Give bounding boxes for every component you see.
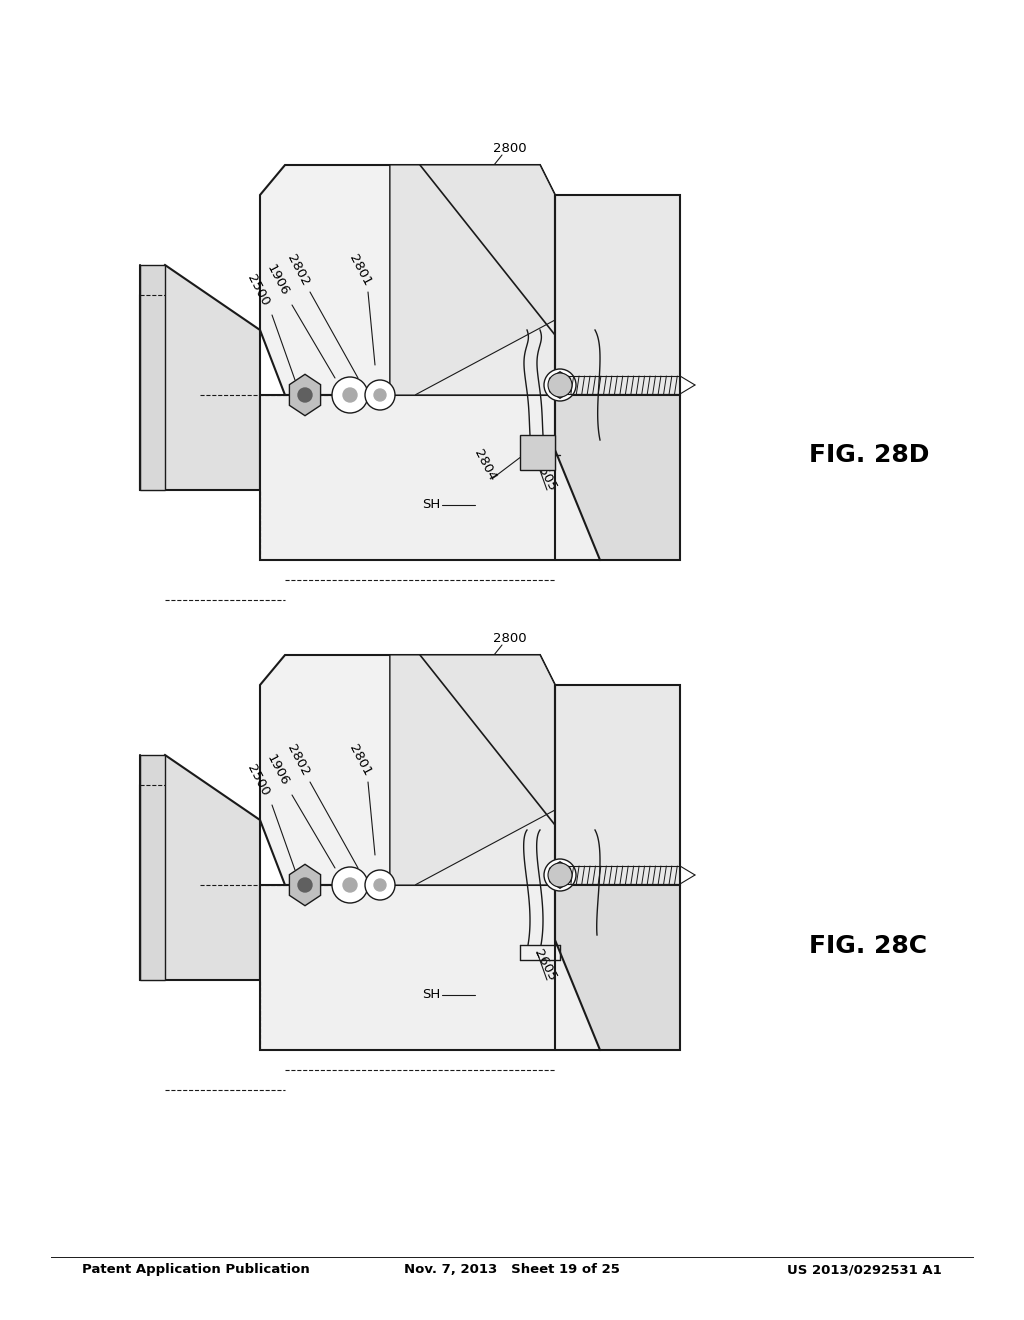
Text: FIG. 28D: FIG. 28D: [809, 444, 930, 467]
Polygon shape: [555, 395, 680, 560]
Text: US 2013/0292531 A1: US 2013/0292531 A1: [787, 1263, 942, 1276]
Text: SH: SH: [422, 989, 440, 1002]
Text: 2605: 2605: [531, 946, 559, 983]
Text: 2602: 2602: [632, 752, 658, 788]
Circle shape: [548, 374, 572, 397]
Text: 2801: 2801: [346, 742, 374, 777]
Text: 2500: 2500: [245, 762, 271, 799]
Text: 1906: 1906: [264, 263, 292, 298]
Text: 2601: 2601: [579, 758, 605, 793]
Circle shape: [374, 389, 386, 401]
Circle shape: [298, 388, 312, 403]
Polygon shape: [550, 372, 570, 399]
Circle shape: [374, 879, 386, 891]
Circle shape: [544, 859, 575, 891]
Circle shape: [332, 378, 368, 413]
Polygon shape: [390, 655, 555, 884]
Text: 2603: 2603: [556, 747, 584, 783]
Polygon shape: [140, 755, 260, 979]
Polygon shape: [260, 655, 555, 884]
Text: 2802: 2802: [285, 252, 311, 288]
Circle shape: [548, 863, 572, 887]
Polygon shape: [555, 195, 680, 395]
Polygon shape: [260, 884, 600, 1049]
Polygon shape: [290, 865, 321, 906]
Text: Patent Application Publication: Patent Application Publication: [82, 1263, 309, 1276]
Polygon shape: [140, 755, 165, 979]
Text: Nov. 7, 2013   Sheet 19 of 25: Nov. 7, 2013 Sheet 19 of 25: [404, 1263, 620, 1276]
Polygon shape: [390, 165, 555, 395]
Text: 2500: 2500: [245, 272, 271, 308]
Circle shape: [332, 867, 368, 903]
Polygon shape: [550, 862, 570, 888]
Polygon shape: [290, 375, 321, 416]
Text: 2605: 2605: [531, 457, 559, 492]
Circle shape: [365, 870, 395, 900]
Text: 2602: 2602: [632, 263, 658, 298]
Text: FIG. 28C: FIG. 28C: [809, 935, 927, 958]
Text: 2603: 2603: [556, 257, 584, 293]
Circle shape: [343, 878, 357, 892]
Text: 2800: 2800: [494, 141, 526, 154]
Polygon shape: [140, 265, 165, 490]
Text: 2604: 2604: [566, 453, 594, 488]
Text: 2802: 2802: [285, 742, 311, 777]
Polygon shape: [390, 165, 555, 395]
Polygon shape: [390, 655, 555, 884]
Text: 2801: 2801: [346, 252, 374, 288]
Polygon shape: [520, 436, 555, 470]
Polygon shape: [140, 265, 260, 490]
Text: SH: SH: [422, 499, 440, 511]
Polygon shape: [555, 685, 680, 884]
Circle shape: [298, 878, 312, 892]
Text: 2604: 2604: [566, 942, 594, 978]
Text: 2804: 2804: [471, 447, 499, 483]
Polygon shape: [260, 165, 555, 395]
Circle shape: [365, 380, 395, 411]
Circle shape: [343, 388, 357, 403]
Polygon shape: [555, 884, 680, 1049]
Circle shape: [544, 370, 575, 401]
Text: 1906: 1906: [264, 752, 292, 788]
Text: 1906: 1906: [579, 267, 605, 302]
Text: 2800: 2800: [494, 631, 526, 644]
Polygon shape: [260, 395, 600, 560]
